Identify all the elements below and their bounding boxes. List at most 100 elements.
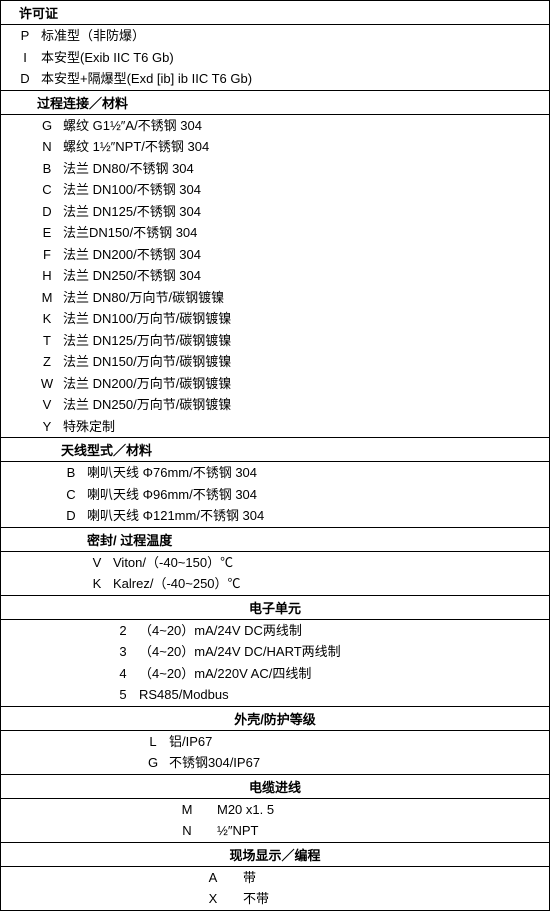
spec-row: G 螺纹 G1½″A/不锈钢 304 xyxy=(1,114,550,136)
spec-row: F 法兰 DN200/不锈钢 304 xyxy=(1,244,550,266)
spec-row: N ½″NPT xyxy=(1,820,550,842)
spec-row: H 法兰 DN250/不锈钢 304 xyxy=(1,265,550,287)
spec-row: P 标准型（非防爆） xyxy=(1,25,550,47)
spec-desc: （4~20）mA/24V DC两线制 xyxy=(139,623,302,638)
spec-code: T xyxy=(37,331,57,351)
spec-code: D xyxy=(37,202,57,222)
spec-desc: 铝/IP67 xyxy=(169,734,212,749)
spec-desc: 法兰 DN250/万向节/碳钢镀镍 xyxy=(63,397,231,412)
spec-row: M 法兰 DN80/万向节/碳钢镀镍 xyxy=(1,287,550,309)
spec-desc: 不带 xyxy=(243,891,269,906)
section-header: 电缆进线 xyxy=(1,774,550,798)
spec-desc: 螺纹 1½″NPT/不锈钢 304 xyxy=(63,139,209,154)
spec-code: P xyxy=(15,26,35,46)
spec-code: K xyxy=(37,309,57,329)
spec-desc: 本安型(Exib IIC T6 Gb) xyxy=(41,50,174,65)
spec-desc: 法兰 DN80/万向节/碳钢镀镍 xyxy=(63,290,224,305)
spec-desc: 螺纹 G1½″A/不锈钢 304 xyxy=(63,118,202,133)
spec-code: G xyxy=(37,116,57,136)
spec-code: D xyxy=(15,69,35,89)
spec-desc: RS485/Modbus xyxy=(139,687,229,702)
spec-desc: M20 x1. 5 xyxy=(217,802,274,817)
spec-row: K 法兰 DN100/万向节/碳钢镀镍 xyxy=(1,308,550,330)
spec-code: F xyxy=(37,245,57,265)
spec-desc: 法兰 DN200/万向节/碳钢镀镍 xyxy=(63,376,231,391)
spec-code: X xyxy=(203,889,223,909)
spec-desc: 喇叭天线 Φ121mm/不锈钢 304 xyxy=(87,508,264,523)
spec-row: K Kalrez/（-40~250）℃ xyxy=(1,573,550,595)
spec-code: N xyxy=(177,821,197,841)
spec-code: I xyxy=(15,48,35,68)
spec-row: B喇叭天线 Φ76mm/不锈钢 304 xyxy=(1,462,550,484)
spec-row: N 螺纹 1½″NPT/不锈钢 304 xyxy=(1,136,550,158)
spec-row: 3 （4~20）mA/24V DC/HART两线制 xyxy=(1,641,550,663)
section-header: 过程连接／材料 xyxy=(1,90,550,114)
spec-desc: （4~20）mA/220V AC/四线制 xyxy=(139,666,311,681)
spec-code: B xyxy=(37,159,57,179)
spec-desc: 法兰 DN250/不锈钢 304 xyxy=(63,268,201,283)
spec-desc: Viton/（-40~150）℃ xyxy=(113,555,233,570)
spec-row: Z法兰 DN150/万向节/碳钢镀镍 xyxy=(1,351,550,373)
spec-row: VViton/（-40~150）℃ xyxy=(1,551,550,573)
spec-code: Y xyxy=(37,417,57,437)
spec-row: B 法兰 DN80/不锈钢 304 xyxy=(1,158,550,180)
spec-row: L 铝/IP67 xyxy=(1,730,550,752)
section-header: 电子单元 xyxy=(1,595,550,619)
spec-row: A带 xyxy=(1,866,550,888)
spec-desc: （4~20）mA/24V DC/HART两线制 xyxy=(139,644,341,659)
spec-code: 5 xyxy=(113,685,133,705)
spec-desc: 法兰 DN80/不锈钢 304 xyxy=(63,161,194,176)
spec-desc: 喇叭天线 Φ96mm/不锈钢 304 xyxy=(87,487,257,502)
spec-code: G xyxy=(143,753,163,773)
spec-desc: Kalrez/（-40~250）℃ xyxy=(113,576,241,591)
spec-code: M xyxy=(177,800,197,820)
spec-desc: 标准型（非防爆） xyxy=(41,28,145,43)
spec-desc: 法兰 DN200/不锈钢 304 xyxy=(63,247,201,262)
spec-row: 4 （4~20）mA/220V AC/四线制 xyxy=(1,663,550,685)
spec-code: V xyxy=(37,395,57,415)
spec-code: N xyxy=(37,137,57,157)
spec-code: A xyxy=(203,868,223,888)
spec-row: G 不锈钢304/IP67 xyxy=(1,752,550,774)
spec-desc: 不锈钢304/IP67 xyxy=(169,755,260,770)
spec-code: C xyxy=(37,180,57,200)
spec-desc: 法兰 DN100/不锈钢 304 xyxy=(63,182,201,197)
spec-code: W xyxy=(37,374,57,394)
spec-desc: 法兰DN150/不锈钢 304 xyxy=(63,225,197,240)
spec-desc: ½″NPT xyxy=(217,823,258,838)
section-header: 现场显示／编程 xyxy=(1,842,550,866)
spec-code: E xyxy=(37,223,57,243)
spec-desc: 法兰 DN125/万向节/碳钢镀镍 xyxy=(63,333,231,348)
spec-code: 4 xyxy=(113,664,133,684)
spec-code: 2 xyxy=(113,621,133,641)
spec-row: D 喇叭天线 Φ121mm/不锈钢 304 xyxy=(1,505,550,527)
spec-row: C 喇叭天线 Φ96mm/不锈钢 304 xyxy=(1,484,550,506)
spec-code: H xyxy=(37,266,57,286)
spec-desc: 喇叭天线 Φ76mm/不锈钢 304 xyxy=(87,465,257,480)
spec-desc: 本安型+隔爆型(Exd [ib] ib IIC T6 Gb) xyxy=(41,71,252,86)
spec-row: D 法兰 DN125/不锈钢 304 xyxy=(1,201,550,223)
spec-code: 3 xyxy=(113,642,133,662)
spec-code: D xyxy=(61,506,81,526)
spec-desc: 带 xyxy=(243,870,256,885)
spec-code: C xyxy=(61,485,81,505)
spec-desc: 特殊定制 xyxy=(63,419,115,434)
spec-row: 2 （4~20）mA/24V DC两线制 xyxy=(1,619,550,641)
spec-row: W 法兰 DN200/万向节/碳钢镀镍 xyxy=(1,373,550,395)
spec-code: M xyxy=(37,288,57,308)
spec-row: 5 RS485/Modbus xyxy=(1,684,550,706)
spec-row: C 法兰 DN100/不锈钢 304 xyxy=(1,179,550,201)
spec-row: D 本安型+隔爆型(Exd [ib] ib IIC T6 Gb) xyxy=(1,68,550,90)
spec-row: X 不带 xyxy=(1,888,550,910)
section-header: 许可证 xyxy=(1,1,550,25)
spec-code: L xyxy=(143,732,163,752)
spec-code: K xyxy=(87,574,107,594)
section-header: 天线型式／材料 xyxy=(1,438,550,462)
section-header: 密封/ 过程温度 xyxy=(1,527,550,551)
spec-table: 许可证P 标准型（非防爆） I 本安型(Exib IIC T6 Gb) D 本安型+隔爆型… xyxy=(0,0,550,911)
spec-row: V 法兰 DN250/万向节/碳钢镀镍 xyxy=(1,394,550,416)
spec-row: M M20 x1. 5 xyxy=(1,798,550,820)
spec-desc: 法兰 DN100/万向节/碳钢镀镍 xyxy=(63,311,231,326)
spec-desc: 法兰 DN125/不锈钢 304 xyxy=(63,204,201,219)
spec-row: E 法兰DN150/不锈钢 304 xyxy=(1,222,550,244)
